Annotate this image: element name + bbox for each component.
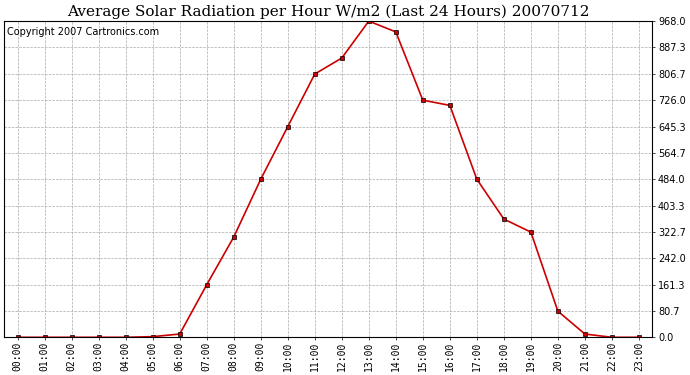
- Title: Average Solar Radiation per Hour W/m2 (Last 24 Hours) 20070712: Average Solar Radiation per Hour W/m2 (L…: [67, 4, 589, 18]
- Text: Copyright 2007 Cartronics.com: Copyright 2007 Cartronics.com: [8, 27, 159, 38]
